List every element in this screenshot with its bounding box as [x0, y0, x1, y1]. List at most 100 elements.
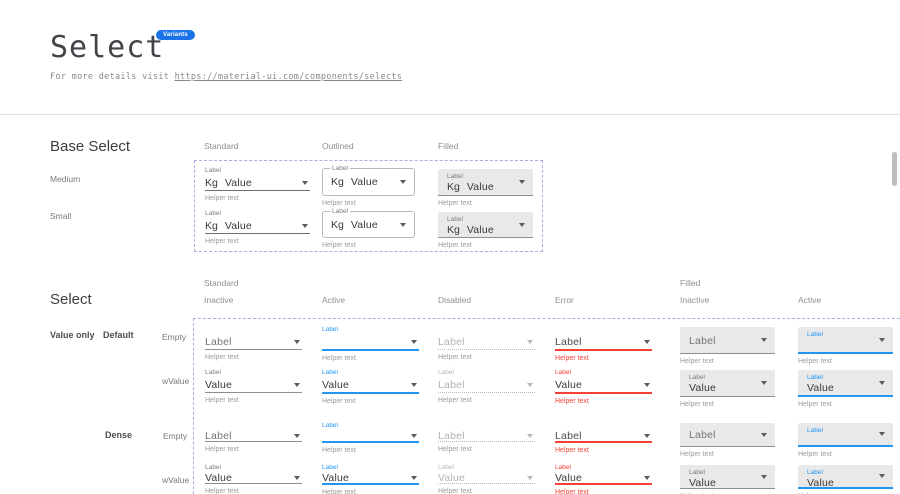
value-row: Kg Value — [447, 224, 524, 236]
scrollbar-thumb[interactable] — [892, 152, 897, 186]
row-label-small: Small — [50, 211, 72, 221]
select-field[interactable]: Label Value — [798, 465, 893, 489]
select-field[interactable]: Label Value — [680, 370, 775, 397]
standard-select-cell: Label Value Helper text — [438, 464, 535, 494]
value-prefix: Kg — [205, 177, 218, 189]
helper-text: Helper text — [205, 488, 239, 494]
select-value: Value — [438, 471, 466, 484]
column-header-standard: Standard — [204, 141, 239, 151]
select-value: Value — [689, 382, 717, 394]
select-field[interactable]: Value — [205, 378, 302, 392]
helper-text: Helper text — [438, 242, 472, 249]
select-field[interactable]: Label — [438, 335, 535, 349]
standard-select-cell: Label Value Helper text — [555, 368, 652, 405]
select-field[interactable]: Label Value — [798, 370, 893, 397]
select-value: Value — [350, 176, 378, 188]
base-select-cell: Label Kg Value Helper text — [438, 212, 533, 249]
select-value: Value — [466, 224, 494, 236]
dropdown-caret-icon — [302, 224, 308, 228]
select-field[interactable]: Label — [205, 335, 302, 349]
dropdown-caret-icon — [400, 222, 406, 227]
base-select-cell: Label Kg Value Helper text — [205, 209, 310, 245]
helper-text: Helper text — [680, 358, 714, 365]
standard-select-cell: Label Value Helper text — [322, 368, 419, 405]
select-field[interactable]: Label Kg Value — [438, 169, 533, 196]
field-underline — [322, 483, 419, 485]
select-value: Value — [205, 471, 233, 484]
select-field[interactable]: Label — [680, 327, 775, 354]
select-value: Value — [555, 471, 583, 484]
select-field[interactable]: Value — [205, 471, 302, 484]
standard-select-cell: Label Value Helper text — [322, 464, 419, 494]
helper-text: Helper text — [438, 354, 472, 361]
select-field[interactable]: Label — [438, 430, 535, 442]
docs-link[interactable]: https://material-ui.com/components/selec… — [174, 72, 403, 82]
select-field[interactable]: Label — [438, 378, 535, 392]
dropdown-caret-icon — [411, 383, 417, 387]
select-field[interactable] — [322, 335, 419, 349]
floating-label: Label — [555, 464, 571, 471]
select-heading: Select — [50, 291, 92, 308]
select-field[interactable]: Label — [205, 429, 302, 442]
select-field[interactable]: Value — [555, 471, 652, 484]
helper-text: Helper text — [205, 354, 239, 361]
select-value: Value — [205, 379, 233, 391]
select-field[interactable] — [322, 430, 419, 441]
select-field[interactable]: Value — [322, 378, 419, 392]
variants-badge: Variants — [156, 30, 195, 40]
helper-text: Helper text — [555, 489, 589, 494]
select-field[interactable]: Label — [555, 430, 652, 442]
standard-select-cell: Label Label Helper text — [438, 368, 535, 404]
select-value: Label — [689, 334, 716, 347]
header-divider — [0, 114, 900, 115]
dropdown-caret-icon — [519, 222, 525, 227]
select-field[interactable]: Label Value — [680, 465, 775, 489]
value-prefix: Kg — [331, 218, 344, 231]
field-underline — [555, 392, 652, 394]
select-field[interactable]: Value — [438, 471, 535, 484]
value-prefix: Kg — [447, 224, 460, 236]
select-field[interactable]: Kg Value — [205, 219, 310, 233]
select-field[interactable]: Label Kg Value — [322, 208, 415, 238]
standard-select-cell: Label Helper text — [555, 422, 652, 454]
floating-label: Label — [205, 167, 221, 174]
state-header-active-1: Active — [322, 295, 346, 305]
dropdown-caret-icon — [761, 432, 767, 437]
helper-text: Helper text — [798, 451, 832, 458]
select-field[interactable]: Label — [798, 423, 893, 447]
floating-label — [555, 325, 652, 335]
select-value: Value — [322, 379, 350, 391]
row-label-default: Default — [103, 330, 134, 340]
row-label-medium: Medium — [50, 174, 81, 184]
select-field[interactable]: Value — [555, 378, 652, 392]
helper-text: Helper text — [438, 200, 472, 207]
filled-select-cell: Label Helper text — [798, 423, 893, 458]
floating-label — [438, 325, 535, 335]
select-field[interactable]: Kg Value — [205, 176, 310, 190]
select-field[interactable]: Label — [680, 423, 775, 447]
select-field[interactable]: Label Kg Value — [322, 165, 415, 196]
field-underline — [205, 441, 302, 442]
standard-select-cell: Label Helper text — [205, 422, 302, 453]
value-row: Kg Value — [447, 181, 524, 193]
standard-select-cell: Label Value Helper text — [205, 368, 302, 404]
select-field[interactable]: Label — [798, 327, 893, 354]
floating-label: Label — [807, 331, 823, 338]
select-field[interactable]: Label Kg Value — [438, 212, 533, 238]
row-label-wvalue-2: wValue — [162, 475, 190, 485]
floating-label: Label — [438, 464, 454, 471]
select-field[interactable]: Value — [322, 472, 419, 484]
select-field[interactable]: Label — [555, 335, 652, 349]
helper-text: Helper text — [555, 355, 589, 362]
select-value: Label — [205, 429, 232, 442]
dropdown-caret-icon — [527, 383, 533, 387]
dropdown-caret-icon — [294, 383, 300, 387]
state-header-error: Error — [555, 295, 574, 305]
field-underline — [555, 441, 652, 443]
standard-select-cell: Label Helper text — [205, 325, 302, 361]
floating-label: Label — [447, 173, 463, 180]
base-select-heading: Base Select — [50, 138, 131, 155]
helper-text: Helper text — [322, 242, 356, 249]
